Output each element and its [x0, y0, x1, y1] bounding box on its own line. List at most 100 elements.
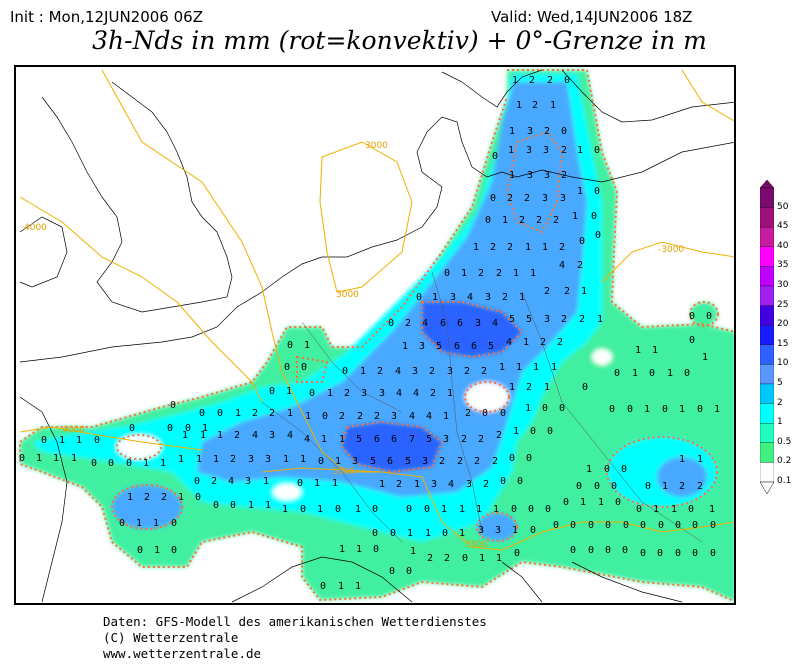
grid-value: 6: [457, 318, 463, 329]
footer-copyright: (C) Wetterzentrale: [103, 630, 239, 645]
grid-value: 1: [356, 544, 362, 555]
grid-value: 3: [431, 479, 437, 490]
grid-value: 0: [528, 504, 534, 515]
grid-value: 2: [465, 408, 471, 419]
grid-value: 4: [448, 479, 454, 490]
grid-value: 1: [653, 504, 659, 515]
grid-value: 2: [464, 366, 470, 377]
grid-value: 5: [488, 341, 494, 352]
grid-value: 1: [513, 268, 519, 279]
grid-value: 0: [604, 464, 610, 475]
grid-value: 0: [588, 545, 594, 556]
grid-value: 0: [217, 408, 223, 419]
legend-swatch: [760, 383, 774, 404]
grid-value: 1: [53, 453, 59, 464]
grid-value: 1: [459, 504, 465, 515]
grid-value: 3: [478, 525, 484, 536]
grid-value: 1: [652, 345, 658, 356]
legend-swatch: [760, 423, 774, 443]
grid-value: 0: [649, 368, 655, 379]
grid-value: 3: [542, 193, 548, 204]
legend-tick-label: 25: [777, 299, 789, 310]
grid-value: 0: [372, 504, 378, 515]
grid-value: 0: [129, 423, 135, 434]
grid-value: 1: [530, 268, 536, 279]
convective-outline-ruhr: [296, 355, 329, 383]
grid-value: 1: [127, 492, 133, 503]
grid-value: 2: [496, 430, 502, 441]
grid-value: 1: [577, 145, 583, 156]
grid-value: 0: [530, 525, 536, 536]
grid-value: 0: [697, 404, 703, 415]
coast-scandinavia: [441, 69, 734, 123]
legend-swatch: [760, 462, 774, 483]
grid-value: 2: [519, 215, 525, 226]
grid-value: 1: [178, 454, 184, 465]
grid-value: 1: [76, 435, 82, 446]
grid-value: 3: [543, 145, 549, 156]
grid-value: 1: [286, 386, 292, 397]
grid-value: 2: [561, 314, 567, 325]
grid-value: 1: [305, 411, 311, 422]
grid-value: 1: [493, 504, 499, 515]
grid-value: 1: [263, 476, 269, 487]
grid-value: 4: [287, 430, 293, 441]
grid-value: 4: [396, 388, 402, 399]
dry-hole-3: [273, 484, 301, 500]
grid-value: 2: [344, 388, 350, 399]
legend-swatch: [760, 305, 774, 326]
grid-value: 1: [496, 553, 502, 564]
grid-value: 2: [396, 479, 402, 490]
contour-3000-north: [101, 69, 413, 473]
grid-value: 0: [301, 362, 307, 373]
grid-value: 0: [462, 553, 468, 564]
grid-value: 2: [483, 479, 489, 490]
grid-value: 1: [714, 404, 720, 415]
grid-value: 0: [390, 528, 396, 539]
grid-value: 0: [91, 458, 97, 469]
grid-value: 1: [697, 454, 703, 465]
grid-value: 3: [391, 411, 397, 422]
legend-tick-label: 30: [777, 280, 789, 290]
contour-label: 3500: [465, 540, 488, 550]
grid-value: 1: [667, 368, 673, 379]
grid-value: 1: [314, 478, 320, 489]
grid-value: 1: [196, 454, 202, 465]
grid-value: 2: [427, 553, 433, 564]
grid-value: 1: [335, 456, 341, 467]
grid-value: 1: [300, 454, 306, 465]
grid-value: 2: [492, 456, 498, 467]
grid-value: 1: [339, 544, 345, 555]
coastlines: [19, 69, 734, 603]
grid-value: 2: [377, 366, 383, 377]
grid-value: 2: [524, 193, 530, 204]
grid-value: 1: [136, 518, 142, 529]
grid-value: 3: [527, 126, 533, 137]
legend-tick-label: 40: [777, 240, 789, 251]
grid-value: 1: [580, 497, 586, 508]
contour-label: 3500: [332, 467, 355, 477]
convective-outlines: [19, 69, 734, 603]
grid-value: 0: [605, 545, 611, 556]
grid-value: 1: [513, 426, 519, 437]
grid-value: 0: [335, 504, 341, 515]
grid-value: 0: [406, 566, 412, 577]
grid-value: 2: [474, 456, 480, 467]
grid-value: 5: [405, 456, 411, 467]
grid-value: 0: [511, 504, 517, 515]
grid-value: 0: [444, 268, 450, 279]
convective-outline-ne: [689, 301, 719, 327]
legend-colorbar: [760, 180, 774, 494]
grid-value: 0: [657, 548, 663, 559]
grid-value: 5: [370, 456, 376, 467]
footer-url[interactable]: www.wetterzentrale.de: [103, 646, 262, 661]
grid-value: 3: [352, 456, 358, 467]
legend-tick-label: 1: [777, 417, 783, 428]
grid-value: 5: [509, 314, 515, 325]
grid-value: 0: [500, 408, 506, 419]
grid-value: 2: [230, 454, 236, 465]
grid-value: 0: [342, 366, 348, 377]
grid-value: 0: [561, 126, 567, 137]
freezing-level-contours: [19, 69, 734, 551]
grid-value: 2: [577, 260, 583, 271]
